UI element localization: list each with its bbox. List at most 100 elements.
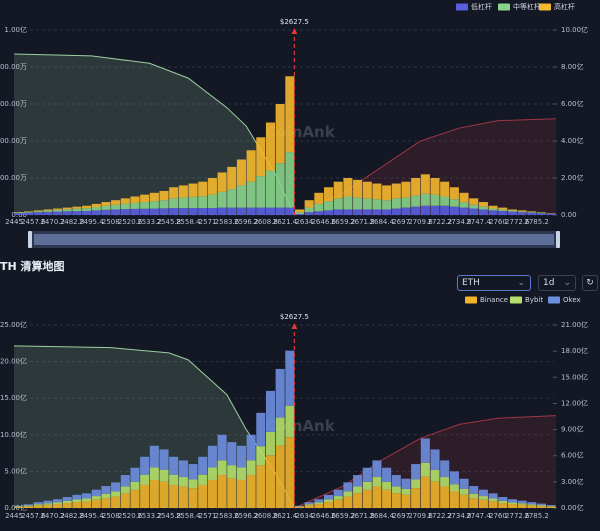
bar-segment xyxy=(217,460,227,476)
bar-segment xyxy=(517,500,527,504)
bar-segment xyxy=(72,211,82,215)
bar-segment xyxy=(314,502,324,505)
y2-tick-label: 12.00亿 xyxy=(561,398,588,407)
x-tick-label: 2734.8 xyxy=(447,512,472,520)
legend-swatch[interactable] xyxy=(465,296,477,304)
legend-swatch[interactable] xyxy=(456,3,468,11)
y-tick-label: 5.00亿 xyxy=(4,466,27,475)
scroll-handle-right[interactable] xyxy=(556,231,560,248)
bar-segment xyxy=(517,503,527,505)
x-tick-label: 2747.4 xyxy=(466,218,491,226)
bar-segment xyxy=(43,210,53,212)
x-tick-label: 2445 xyxy=(5,218,23,226)
bar-segment xyxy=(333,181,343,199)
bar-segment xyxy=(391,493,401,508)
bar-segment xyxy=(324,502,334,508)
bar-segment xyxy=(488,208,498,211)
x-tick-label: 2646.6 xyxy=(311,512,336,520)
bar-segment xyxy=(236,445,246,468)
bar-segment xyxy=(449,187,459,200)
bar-segment xyxy=(488,210,498,215)
x-tick-label: 2571 xyxy=(199,218,217,226)
bar-segment xyxy=(285,76,295,153)
bar-segment xyxy=(420,205,430,215)
x-tick-label: 2596.2 xyxy=(234,218,259,226)
y2-tick-label: 6.00亿 xyxy=(561,451,584,460)
x-tick-label: 2734.8 xyxy=(447,218,472,226)
bar-segment xyxy=(178,197,188,208)
bar-segment xyxy=(256,176,266,208)
interval-select[interactable]: 1d ⌄ xyxy=(538,275,576,291)
scroll-handle-left[interactable] xyxy=(28,231,32,248)
bar-segment xyxy=(159,190,169,201)
bar-segment xyxy=(120,486,130,494)
bar-segment xyxy=(304,200,314,208)
bar-segment xyxy=(478,496,488,500)
x-tick-label: 2533.2 xyxy=(137,512,162,520)
bar-segment xyxy=(246,460,256,476)
symbol-select[interactable]: ETH ⌄ xyxy=(457,275,531,291)
price-label: $2627.5 xyxy=(280,18,309,26)
bar-segment xyxy=(227,442,237,466)
bar-segment xyxy=(285,437,295,508)
bar-segment xyxy=(459,494,469,508)
bar-segment xyxy=(304,505,314,508)
bar-segment xyxy=(478,489,488,497)
bar-segment xyxy=(391,208,401,215)
bar-segment xyxy=(314,211,324,215)
bar-segment xyxy=(401,181,411,198)
y2-tick-label: 15.00亿 xyxy=(561,372,588,381)
x-tick-label: 2760 xyxy=(489,218,507,226)
legend-swatch[interactable] xyxy=(539,3,551,11)
bar-segment xyxy=(411,488,421,508)
x-tick-label: 2470.2 xyxy=(40,218,65,226)
bar-segment xyxy=(294,505,305,507)
x-tick-label: 2470.2 xyxy=(40,512,65,520)
bar-segment xyxy=(382,209,392,215)
bar-segment xyxy=(343,482,353,492)
bar-segment xyxy=(507,499,517,503)
bar-segment xyxy=(207,479,217,508)
legend-swatch[interactable] xyxy=(548,296,560,304)
x-tick-label: 2621.4 xyxy=(273,512,298,520)
bar-segment xyxy=(285,405,295,438)
bar-segment xyxy=(382,185,392,201)
scroll-window[interactable] xyxy=(34,234,554,245)
x-tick-label: 2445 xyxy=(5,512,23,520)
bar-segment xyxy=(101,498,111,508)
x-tick-label: 2495.4 xyxy=(79,512,104,520)
bar-segment xyxy=(198,181,208,197)
bar-segment xyxy=(507,209,517,211)
bar-segment xyxy=(91,496,101,500)
legend-swatch[interactable] xyxy=(498,3,510,11)
bar-segment xyxy=(507,210,517,212)
x-tick-label: 2722.2 xyxy=(428,218,453,226)
bar-segment xyxy=(14,212,24,214)
legend-label: Okex xyxy=(563,296,581,304)
y-tick-label: 8,000.00万 xyxy=(0,63,27,71)
bar-segment xyxy=(391,183,401,199)
bar-segment xyxy=(62,503,72,508)
bar-segment xyxy=(382,489,392,508)
y-tick-label: 1.00亿 xyxy=(4,25,27,34)
refresh-button[interactable]: ↻ xyxy=(582,275,598,291)
bar-segment xyxy=(149,445,159,468)
bar-segment xyxy=(82,501,92,508)
legend-label: 中等杠杆 xyxy=(513,2,541,11)
bar-segment xyxy=(536,213,547,215)
bar-segment xyxy=(382,467,392,482)
y2-tick-label: 0.00亿 xyxy=(561,503,584,512)
bar-segment xyxy=(43,211,53,215)
bar-segment xyxy=(343,209,353,215)
bar-segment xyxy=(265,455,276,508)
bar-segment xyxy=(449,491,459,508)
y-tick-label: 4,000.00万 xyxy=(0,137,27,145)
bar-segment xyxy=(265,390,276,432)
bar-segment xyxy=(430,481,440,508)
bar-segment xyxy=(111,209,121,215)
x-tick-label: 2508 xyxy=(102,512,120,520)
bar-segment xyxy=(275,163,285,208)
bar-segment xyxy=(469,198,479,205)
legend-swatch[interactable] xyxy=(510,296,522,304)
bar-segment xyxy=(430,178,440,195)
